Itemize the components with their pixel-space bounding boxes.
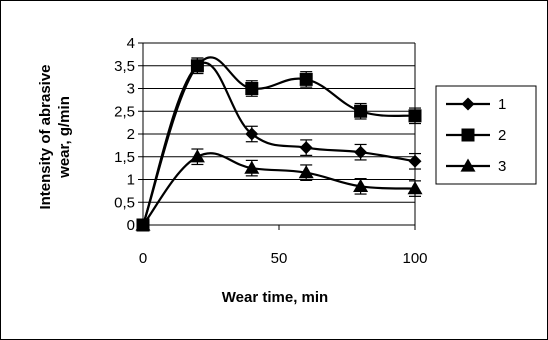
y-tick-label-0: 0 (127, 217, 135, 234)
legend-label-2: 2 (498, 127, 506, 144)
legend: 1 2 3 (435, 85, 537, 185)
x-tick-label-2: 100 (402, 250, 427, 267)
data-point-3-4 (353, 178, 369, 192)
data-point-3-5 (407, 181, 423, 195)
data-point-2-3 (299, 72, 313, 86)
series-2 (136, 56, 422, 232)
y-axis-title-line-1: Intensity of abrasive (37, 64, 54, 209)
data-point-1-4 (354, 145, 368, 159)
y-tick-label-1: 0,5 (114, 194, 135, 211)
legend-marker-1 (461, 97, 475, 111)
data-point-1-2 (245, 127, 259, 141)
legend-label-3: 3 (498, 158, 506, 175)
legend-marker-2 (461, 128, 475, 142)
data-point-3-3 (298, 165, 314, 179)
data-point-2-2 (245, 82, 259, 95)
data-point-3-2 (244, 160, 260, 174)
y-tick-label-8: 4 (127, 35, 135, 52)
x-axis-title: Wear time, min (222, 289, 328, 306)
data-point-1-3 (299, 141, 313, 155)
plot-area: 0 0,5 1 1,5 2 2,5 3 3,5 4 0 50 100 (114, 35, 427, 267)
data-point-1-5 (408, 154, 422, 168)
y-tick-label-5: 2,5 (114, 103, 135, 120)
legend-label-1: 1 (498, 96, 506, 113)
data-point-3-1 (189, 149, 205, 163)
y-tick-label-7: 3,5 (114, 58, 135, 75)
y-tick-label-3: 1,5 (114, 149, 135, 166)
x-tick-label-0: 0 (139, 250, 147, 267)
series-3 (135, 148, 423, 231)
data-point-3-0 (135, 217, 151, 231)
y-tick-label-4: 2 (127, 126, 135, 143)
x-tick-label-1: 50 (271, 250, 288, 267)
data-point-2-1 (190, 59, 204, 73)
data-point-2-5 (408, 109, 422, 123)
y-tick-label-6: 3 (127, 81, 135, 98)
y-tick-label-2: 1 (127, 172, 135, 189)
legend-marker-3 (460, 158, 476, 172)
y-axis-title: Intensity of abrasive wear, g/min (37, 64, 73, 209)
data-point-2-4 (354, 104, 368, 118)
y-axis-title-line-2: wear, g/min (56, 96, 73, 179)
